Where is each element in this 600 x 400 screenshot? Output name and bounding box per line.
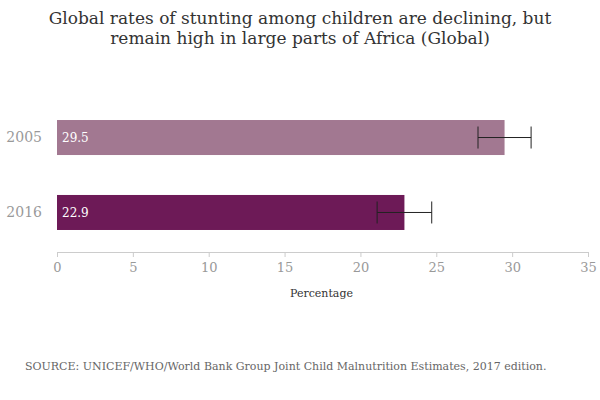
- text-line: Global rates of stunting among children …: [49, 8, 552, 28]
- tick: 35: [580, 252, 597, 275]
- tick-label: 35: [580, 260, 597, 275]
- error-bar-line: [531, 127, 532, 149]
- error-bar-line: [431, 201, 432, 223]
- tick: 0: [53, 252, 61, 275]
- data-label: 22.9: [62, 206, 89, 220]
- tick: 30: [504, 252, 521, 275]
- tick-mark: [588, 252, 589, 257]
- tick-mark: [512, 252, 513, 257]
- tick-label: 20: [353, 260, 370, 275]
- data-label: 29.5: [62, 131, 89, 145]
- tick-label: 5: [129, 260, 137, 275]
- tick: 25: [429, 252, 446, 275]
- category-label: 2016: [6, 204, 42, 220]
- bar: [57, 195, 404, 230]
- tick-mark: [360, 252, 361, 257]
- text-line: remain high in large parts of Africa (Gl…: [110, 28, 490, 48]
- bars: [57, 120, 531, 230]
- error-bar-line: [478, 137, 531, 138]
- tick-mark: [285, 252, 286, 257]
- tick: 20: [353, 252, 370, 275]
- tick-label: 30: [504, 260, 521, 275]
- error-bar-line: [377, 212, 432, 213]
- tick-label: 10: [201, 260, 218, 275]
- tick-label: 25: [429, 260, 446, 275]
- tick-mark: [209, 252, 210, 257]
- error-bar: [377, 201, 432, 223]
- error-bar-line: [478, 127, 479, 149]
- tick-label: 0: [53, 260, 61, 275]
- tick: 5: [129, 252, 137, 275]
- axis-line: [58, 253, 589, 258]
- x-axis-label: Percentage: [290, 287, 353, 300]
- error-bar-line: [377, 201, 378, 223]
- bar: [57, 120, 505, 155]
- tick: 15: [277, 252, 294, 275]
- x-axis: 0 5 10 15 20 25 30 35: [53, 252, 596, 275]
- tick: 10: [201, 252, 218, 275]
- chart: Global rates of stunting among children …: [0, 0, 600, 400]
- error-bar: [478, 127, 531, 149]
- source: SOURCE: UNICEF/WHO/World Bank Group Join…: [25, 360, 546, 373]
- title: Global rates of stunting among children …: [49, 8, 552, 48]
- tick-mark: [436, 252, 437, 257]
- tick-mark: [133, 252, 134, 257]
- text-line: SOURCE: UNICEF/WHO/World Bank Group Join…: [25, 360, 546, 373]
- category-label: 2005: [6, 129, 42, 145]
- tick-mark: [57, 252, 58, 257]
- tick-label: 15: [277, 260, 294, 275]
